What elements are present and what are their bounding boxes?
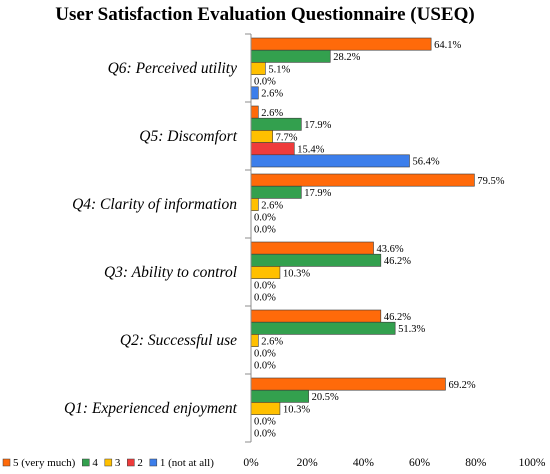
bar-q5-series-3 xyxy=(250,130,273,143)
data-label-q5-series-2: 17.9% xyxy=(304,120,331,131)
data-label-q2-series-4: 0.0% xyxy=(254,349,276,360)
data-label-q1-series-1: 69.2% xyxy=(448,380,475,391)
category-label-q6: Q6: Perceived utility xyxy=(108,60,238,77)
x-tick-label: 20% xyxy=(297,457,319,469)
x-tick-label: 80% xyxy=(465,457,487,469)
x-tick-label: 0% xyxy=(243,457,259,469)
legend-label-series-1: 5 (very much) xyxy=(13,457,76,469)
data-label-q1-series-4: 0.0% xyxy=(254,417,276,428)
data-label-q6-series-4: 0.0% xyxy=(254,77,276,88)
bar-q3-series-3 xyxy=(250,266,281,279)
x-tick-label: 40% xyxy=(353,457,375,469)
bar-q5-series-4 xyxy=(250,142,295,156)
category-label-q4: Q4: Clarity of information xyxy=(72,196,237,213)
data-label-q1-series-5: 0.0% xyxy=(254,429,276,440)
data-label-q3-series-3: 10.3% xyxy=(283,268,310,279)
bar-q5-series-5 xyxy=(250,154,410,168)
data-label-q2-series-5: 0.0% xyxy=(254,361,276,372)
data-label-q6-series-2: 28.2% xyxy=(333,52,360,63)
data-label-q3-series-5: 0.0% xyxy=(254,293,276,304)
data-labels: 64.1%28.2%5.1%0.0%2.6%2.6%17.9%7.7%15.4%… xyxy=(254,40,505,440)
data-label-q4-series-1: 79.5% xyxy=(477,176,504,187)
bars xyxy=(250,37,475,415)
category-label-q2: Q2: Successful use xyxy=(120,332,237,349)
data-label-q4-series-5: 0.0% xyxy=(254,225,276,236)
legend: 5 (very much) 4 3 2 1 (not at all) xyxy=(2,457,214,469)
x-tick-label: 60% xyxy=(409,457,431,469)
category-labels: Q6: Perceived utility Q5: Discomfort Q4: C… xyxy=(64,60,238,417)
data-label-q5-series-1: 2.6% xyxy=(261,108,283,119)
bar-q4-series-3 xyxy=(250,198,259,211)
legend-label-series-3: 3 xyxy=(115,457,121,469)
legend-swatch-series-5 xyxy=(149,458,158,467)
data-label-q4-series-2: 17.9% xyxy=(304,188,331,199)
data-label-q1-series-2: 20.5% xyxy=(312,392,339,403)
category-label-q3: Q3: Ability to control xyxy=(104,264,237,281)
data-label-q3-series-4: 0.0% xyxy=(254,281,276,292)
data-label-q2-series-1: 46.2% xyxy=(384,312,411,323)
bar-q5-series-1 xyxy=(250,105,259,119)
data-label-q4-series-4: 0.0% xyxy=(254,213,276,224)
bar-q1-series-1 xyxy=(250,377,446,391)
data-label-q5-series-4: 15.4% xyxy=(297,145,324,156)
bar-q1-series-2 xyxy=(250,389,309,403)
bar-q6-series-5 xyxy=(250,86,259,100)
legend-swatch-series-4 xyxy=(127,458,135,467)
x-axis: 0% 20% 40% 60% 80% 100% xyxy=(243,34,546,469)
data-label-q6-series-1: 64.1% xyxy=(434,40,461,51)
bar-q5-series-2 xyxy=(250,117,302,131)
category-label-q1: Q1: Experienced enjoyment xyxy=(64,400,238,417)
chart-title: User Satisfaction Evaluation Questionnai… xyxy=(55,4,474,25)
bar-q2-series-3 xyxy=(250,334,259,347)
legend-label-series-4: 2 xyxy=(137,457,143,469)
data-label-q3-series-2: 46.2% xyxy=(384,256,411,267)
bar-q3-series-2 xyxy=(250,253,382,267)
data-label-q5-series-3: 7.7% xyxy=(276,132,298,143)
data-label-q1-series-3: 10.3% xyxy=(283,404,310,415)
data-label-q6-series-5: 2.6% xyxy=(261,89,283,100)
bar-q2-series-2 xyxy=(250,321,396,335)
category-label-q5: Q5: Discomfort xyxy=(139,128,237,145)
legend-swatch-series-1 xyxy=(2,458,11,467)
bar-q3-series-1 xyxy=(250,241,374,255)
data-label-q5-series-5: 56.4% xyxy=(412,157,439,168)
x-tick-label: 100% xyxy=(519,457,546,469)
legend-label-series-5: 1 (not at all) xyxy=(160,457,214,469)
data-label-q2-series-3: 2.6% xyxy=(261,336,283,347)
bar-q6-series-3 xyxy=(250,62,266,75)
legend-swatch-series-3 xyxy=(104,458,113,467)
bar-q6-series-1 xyxy=(250,37,432,51)
data-label-q4-series-3: 2.6% xyxy=(261,200,283,211)
data-label-q6-series-3: 5.1% xyxy=(268,64,290,75)
legend-label-series-2: 4 xyxy=(92,457,98,469)
bar-q6-series-2 xyxy=(250,49,331,63)
bar-q2-series-1 xyxy=(250,309,382,323)
bar-q4-series-2 xyxy=(250,185,302,199)
category-dividers xyxy=(245,33,251,443)
bar-q4-series-1 xyxy=(250,173,475,187)
data-label-q3-series-1: 43.6% xyxy=(377,244,404,255)
bar-q1-series-3 xyxy=(250,402,281,415)
data-label-q2-series-2: 51.3% xyxy=(398,324,425,335)
legend-swatch-series-2 xyxy=(82,458,90,467)
